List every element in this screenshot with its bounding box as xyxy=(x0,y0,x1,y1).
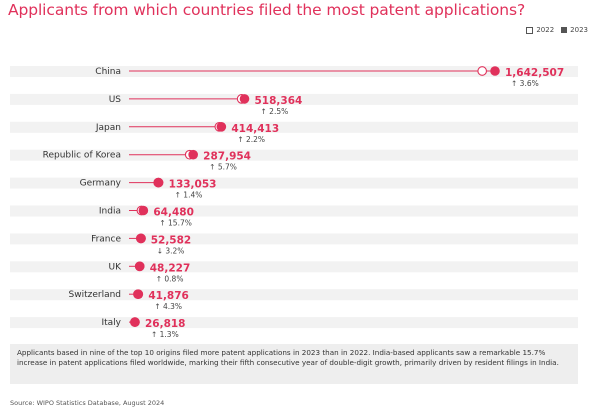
row-band-republic-of-korea xyxy=(10,149,578,161)
source-text: Source: WIPO Statistics Database, August… xyxy=(10,399,165,407)
row-band-germany xyxy=(10,177,578,189)
value-label-uk: 48,227 xyxy=(150,262,191,274)
row-band-italy xyxy=(10,317,578,329)
value-label-italy: 26,818 xyxy=(145,318,186,330)
dot-2023-italy xyxy=(130,317,140,327)
value-label-republic-of-korea: 287,954 xyxy=(203,151,251,163)
country-label-republic-of-korea: Republic of Korea xyxy=(43,151,121,161)
value-label-france: 52,582 xyxy=(151,234,192,246)
dot-plot-chart: China 1,642,507↑ 3.6% US 518,364↑ 2.5% Japan… xyxy=(10,66,578,339)
dot-2023-germany xyxy=(153,177,164,188)
dot-2023-japan xyxy=(216,122,227,132)
row-band-us xyxy=(10,93,578,105)
note-box: Applicants based in nine of the top 10 o… xyxy=(10,344,578,384)
dot-2023-us xyxy=(239,94,250,104)
row-band-uk xyxy=(10,261,578,273)
value-label-germany: 133,053 xyxy=(169,179,217,191)
country-label-japan: Japan xyxy=(95,123,121,133)
change-label-japan: ↑ 2.2% xyxy=(237,135,265,144)
dot-2023-france xyxy=(135,233,146,244)
legend-item-2023: 2023 xyxy=(561,26,588,34)
legend-swatch-2022 xyxy=(526,26,534,34)
value-label-china: 1,642,507 xyxy=(505,67,564,79)
country-label-china: China xyxy=(95,67,121,77)
country-label-switzerland: Switzerland xyxy=(69,290,122,300)
note-text: Applicants based in nine of the top 10 o… xyxy=(17,348,559,368)
row-band-japan xyxy=(10,121,578,133)
legend: 2022 2023 xyxy=(519,26,588,34)
legend-item-2022: 2022 xyxy=(526,26,554,34)
change-label-us: ↑ 2.5% xyxy=(261,107,289,116)
country-label-italy: Italy xyxy=(101,318,121,328)
dot-2023-republic-of-korea xyxy=(188,149,198,160)
country-label-india: India xyxy=(99,207,121,217)
dot-2023-china xyxy=(490,66,500,76)
dot-2023-uk xyxy=(134,261,145,272)
legend-label-2023: 2023 xyxy=(570,26,588,34)
legend-swatch-2023 xyxy=(561,27,568,33)
change-label-france: ↓ 3.2% xyxy=(157,246,185,255)
value-label-switzerland: 41,876 xyxy=(148,290,189,302)
country-label-uk: UK xyxy=(109,262,123,272)
change-label-china: ↑ 3.6% xyxy=(511,79,539,88)
change-label-uk: ↑ 0.8% xyxy=(156,274,184,283)
row-band-france xyxy=(10,233,578,245)
value-label-india: 64,480 xyxy=(153,207,194,219)
dot-2023-india xyxy=(138,205,149,216)
change-label-switzerland: ↑ 4.3% xyxy=(154,302,182,311)
legend-label-2022: 2022 xyxy=(536,26,555,34)
dot-2022-china xyxy=(477,66,488,76)
row-band-switzerland xyxy=(10,289,578,301)
country-label-france: France xyxy=(91,234,121,244)
change-label-italy: ↑ 1.3% xyxy=(151,330,179,339)
row-band-india xyxy=(10,205,578,217)
dot-2023-switzerland xyxy=(133,289,144,299)
change-label-india: ↑ 15.7% xyxy=(159,219,192,228)
value-label-us: 518,364 xyxy=(255,95,303,107)
change-label-germany: ↑ 1.4% xyxy=(175,191,203,200)
value-label-japan: 414,413 xyxy=(231,123,279,135)
chart-title: Applicants from which countries filed th… xyxy=(8,1,526,19)
country-label-germany: Germany xyxy=(80,179,122,189)
country-label-us: US xyxy=(109,95,122,105)
change-label-republic-of-korea: ↑ 5.7% xyxy=(209,163,237,172)
